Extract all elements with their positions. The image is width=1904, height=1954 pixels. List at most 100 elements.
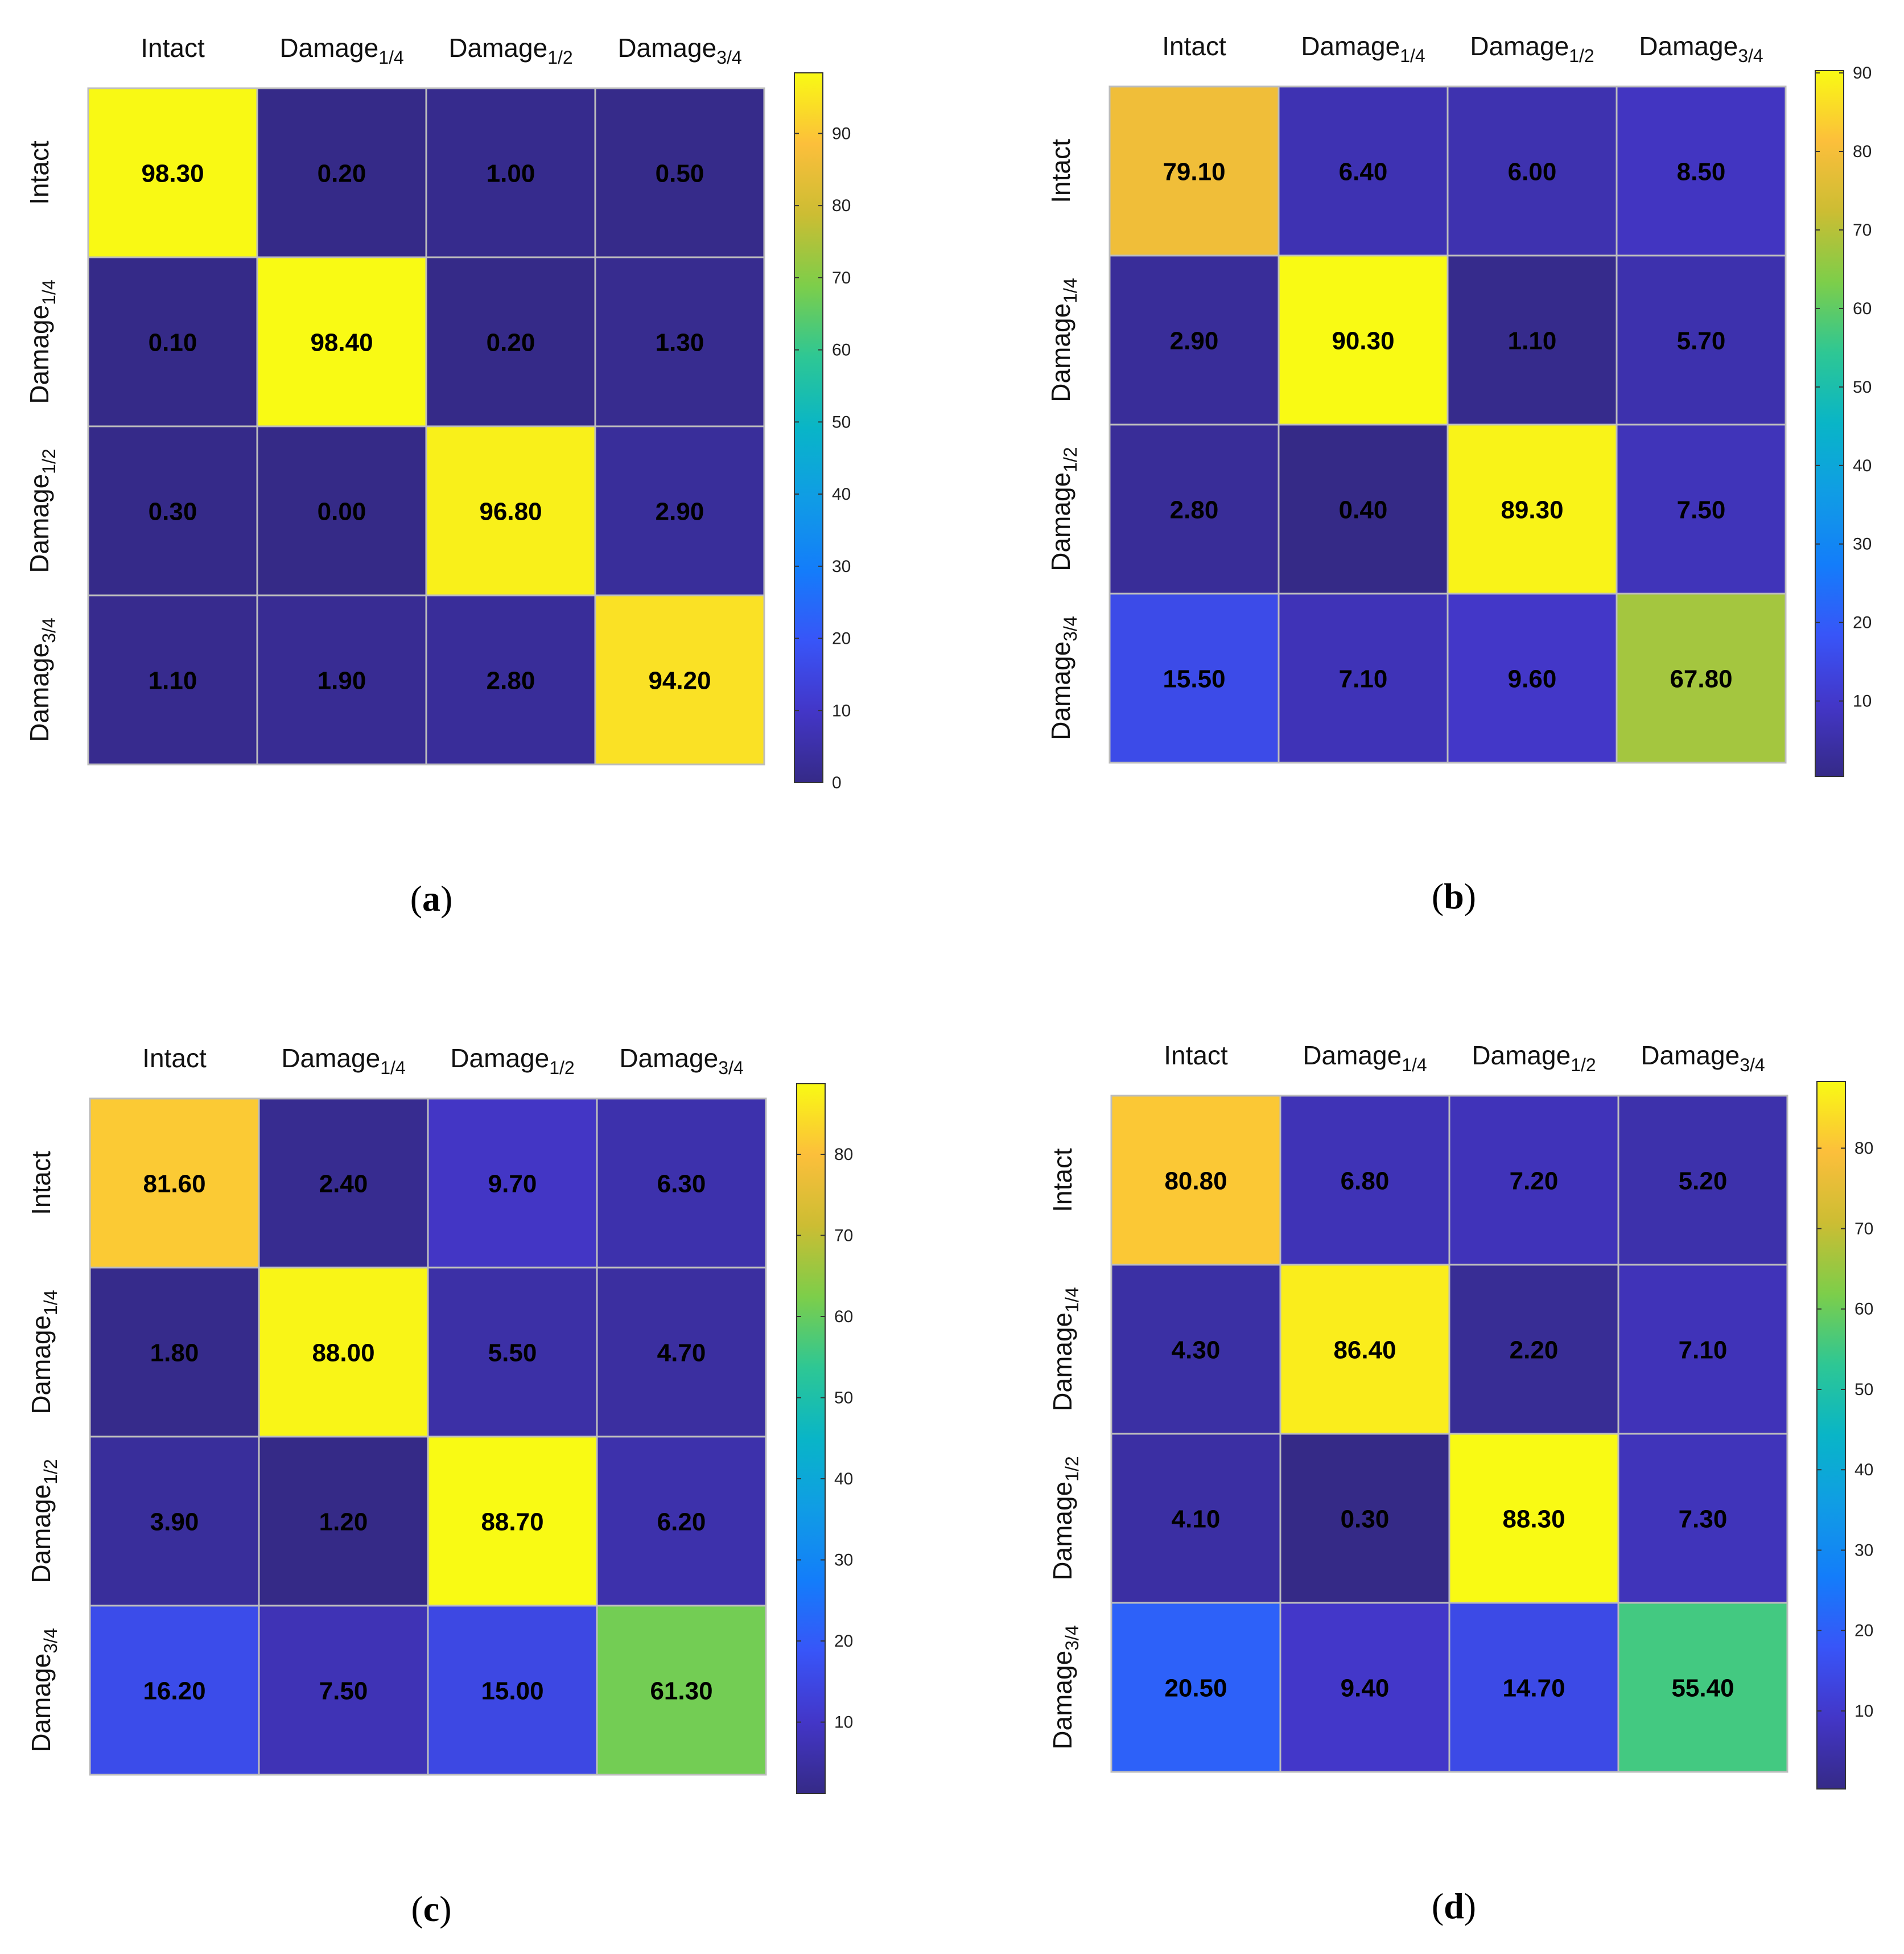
panel-caption: (a)	[410, 878, 453, 919]
cell-value-label: 88.70	[481, 1508, 543, 1536]
cell-value-label: 0.40	[1339, 496, 1388, 524]
x-tick-label: Intact	[1162, 31, 1226, 61]
panel-b: 79.10 6.40 6.00 8.50 2.90 90.30 1.10 5.70 2.80 0.…	[1046, 31, 1872, 916]
colorbar-tick-label: 30	[1853, 535, 1872, 554]
colorbar-tick-label: 10	[834, 1713, 853, 1732]
cell-value-label: 4.30	[1172, 1336, 1221, 1364]
cell-value-label: 9.60	[1508, 665, 1557, 693]
heatmap-cell	[89, 1097, 260, 1269]
cell-value-label: 7.50	[319, 1677, 368, 1705]
cell-value-label: 61.30	[650, 1677, 712, 1705]
cell-value-label: 5.70	[1677, 327, 1726, 355]
x-tick-label: Damage3/4	[1639, 31, 1763, 66]
panel-a: 98.30 0.20 1.00 0.50 0.10 98.40 0.20 1.30 0.30 0.…	[24, 33, 851, 919]
heatmap-cell	[425, 87, 596, 258]
heatmap-cell	[258, 1435, 429, 1607]
x-tick-label: Damage1/2	[450, 1043, 574, 1078]
heatmap-cell	[1279, 1602, 1450, 1773]
x-tick-label: Damage1/4	[281, 1043, 405, 1078]
y-tick-label: Intact	[1046, 139, 1075, 203]
y-tick-label: Damage1/2	[1046, 447, 1081, 571]
x-tick-label: Damage1/4	[279, 33, 403, 68]
colorbar-tick-label: 60	[1854, 1300, 1873, 1319]
heatmap-cell	[1279, 1264, 1450, 1435]
heatmap-cell	[256, 594, 427, 766]
y-tick-label: Damage1/2	[26, 1459, 61, 1583]
heatmap-cell	[1108, 85, 1280, 257]
heatmap-cell	[1446, 593, 1618, 764]
y-tick-label: Damage1/4	[24, 279, 59, 404]
y-tick-label: Intact	[26, 1151, 56, 1215]
colorbar-tick-label: 60	[1853, 299, 1872, 318]
cell-value-label: 96.80	[479, 498, 542, 526]
x-tick-label: Damage3/4	[619, 1043, 743, 1078]
colorbar-tick-label: 80	[834, 1145, 853, 1164]
cell-value-label: 2.80	[487, 667, 535, 695]
colorbar-tick-label: 20	[1854, 1622, 1873, 1640]
colorbar-tick-label: 40	[1854, 1461, 1873, 1479]
y-tick-label: Damage3/4	[1048, 1625, 1082, 1749]
heatmap-cell	[1448, 1602, 1619, 1773]
x-tick-label: Damage3/4	[1641, 1040, 1765, 1075]
x-tick-label: Damage1/2	[1470, 31, 1594, 66]
colorbar-tick-label: 90	[1853, 64, 1872, 83]
heatmap-cell	[258, 1266, 429, 1438]
panel-caption: (c)	[411, 1889, 451, 1929]
cell-value-label: 7.10	[1339, 665, 1388, 693]
x-tick-label: Intact	[1164, 1040, 1228, 1070]
panel-caption: (d)	[1432, 1886, 1476, 1926]
colorbar	[1816, 1081, 1846, 1790]
colorbar-tick-label: 60	[832, 341, 851, 360]
y-tick-label: Damage1/2	[1048, 1456, 1082, 1580]
heatmap-cell	[256, 425, 427, 597]
colorbar-tick-label: 80	[832, 196, 851, 215]
cell-value-label: 1.20	[319, 1508, 368, 1536]
cell-value-label: 79.10	[1163, 158, 1225, 186]
cell-value-label: 0.50	[656, 160, 704, 188]
cell-value-label: 6.20	[657, 1508, 706, 1536]
heatmap-cell	[1108, 423, 1280, 595]
cell-value-label: 0.20	[318, 160, 366, 188]
cell-value-label: 5.20	[1679, 1167, 1728, 1195]
y-tick-label: Damage1/4	[1048, 1287, 1082, 1411]
colorbar-tick-label: 60	[834, 1307, 853, 1326]
heatmap-cell	[427, 1266, 598, 1438]
cell-value-label: 81.60	[143, 1170, 205, 1198]
y-tick-label: Damage3/4	[26, 1628, 61, 1752]
y-tick-label: Damage3/4	[24, 618, 59, 742]
heatmap-cell	[1110, 1095, 1281, 1266]
colorbar-tick-label: 20	[1853, 614, 1872, 632]
heatmap-cell	[1615, 423, 1787, 595]
cell-value-label: 90.30	[1332, 327, 1394, 355]
cell-value-label: 15.50	[1163, 665, 1225, 693]
panel-c: 81.60 2.40 9.70 6.30 1.80 88.00 5.50 4.70 3.90 1.…	[26, 1043, 853, 1929]
cell-value-label: 1.30	[656, 329, 704, 357]
cell-value-label: 7.50	[1677, 496, 1726, 524]
cell-value-label: 1.00	[487, 160, 535, 188]
cell-value-label: 20.50	[1164, 1675, 1227, 1702]
cell-value-label: 9.40	[1341, 1675, 1390, 1702]
heatmap-cell	[256, 256, 427, 427]
cell-value-label: 4.10	[1172, 1505, 1221, 1533]
cell-value-label: 16.20	[143, 1677, 205, 1705]
cell-value-label: 86.40	[1333, 1336, 1396, 1364]
cell-value-label: 0.30	[1341, 1505, 1390, 1533]
colorbar-tick-label: 70	[1853, 221, 1872, 240]
colorbar-tick-label: 50	[1854, 1380, 1873, 1399]
colorbar-tick-label: 70	[832, 269, 851, 287]
cell-value-label: 98.40	[310, 329, 373, 357]
colorbar-tick-label: 40	[834, 1470, 853, 1488]
cell-value-label: 1.90	[318, 667, 366, 695]
colorbar-tick-label: 40	[1853, 456, 1872, 475]
cell-value-label: 6.00	[1508, 158, 1557, 186]
cell-value-label: 88.00	[312, 1339, 374, 1367]
heatmap-cell	[1277, 85, 1449, 257]
heatmap-cell	[1448, 1095, 1619, 1266]
colorbar-tick-label: 10	[832, 701, 851, 720]
heatmap-cell	[594, 256, 765, 427]
cell-value-label: 1.80	[150, 1339, 199, 1367]
cell-value-label: 2.80	[1170, 496, 1219, 524]
y-tick-label: Damage1/4	[1046, 278, 1081, 402]
heatmap-cell	[1615, 254, 1787, 426]
heatmap-cell	[1277, 593, 1449, 764]
